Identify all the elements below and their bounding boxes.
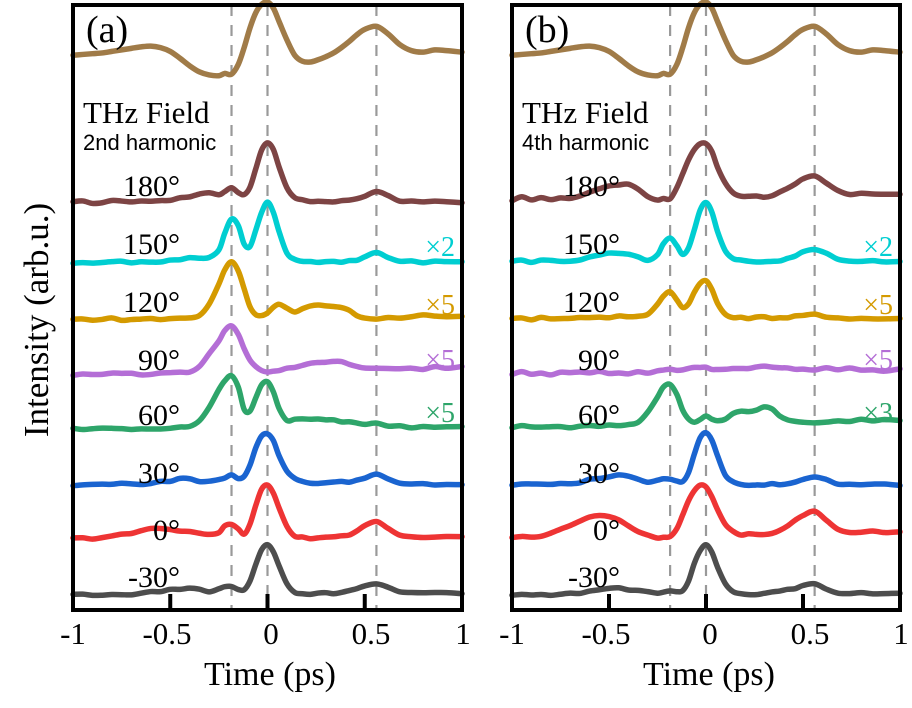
trace-60deg <box>509 381 903 431</box>
panel-a-angle-neg30: -30° <box>128 561 180 594</box>
panel-a-angle-30: 30° <box>138 457 180 490</box>
trace-180deg <box>70 140 465 207</box>
panel-b-xtick-0: -1 <box>499 616 525 651</box>
panel-b-angle-180: 180° <box>563 170 620 203</box>
panel-a-scale-60: ×5 <box>425 398 455 429</box>
panel-b-xtick-2: 0 <box>702 616 718 651</box>
panel-b-x-axis-label: Time (ps) <box>643 656 775 693</box>
panel-a-scale-90: ×5 <box>425 345 455 376</box>
trace--30deg <box>70 541 465 599</box>
trace-0deg <box>509 482 903 541</box>
panel-a-angle-90: 90° <box>138 344 180 377</box>
panel-a-xtick-0: -1 <box>60 616 86 651</box>
trace-0deg <box>70 482 465 542</box>
panel-b-angle-0: 0° <box>593 514 620 547</box>
panel-b-angle-30: 30° <box>578 457 620 490</box>
panel-a-thz-label: THz Field <box>83 95 210 130</box>
panel-b-scale-150: ×2 <box>863 232 893 263</box>
panel-a-xtick-1: -0.5 <box>142 616 192 651</box>
panel-a-scale-120: ×5 <box>425 290 455 321</box>
trace--30deg <box>509 542 903 599</box>
panel-a-xtick-2: 0 <box>263 616 279 651</box>
panel-a-angle-120: 120° <box>123 286 180 319</box>
panel-b-angle-150: 150° <box>563 228 620 261</box>
panel-b-thz-label: THz Field <box>522 95 649 130</box>
trace-120deg <box>70 259 465 324</box>
panel-a-xtick-3: 0.5 <box>351 616 391 651</box>
panel-b-scale-60: ×3 <box>863 398 893 429</box>
panel-b-letter: (b) <box>525 9 570 51</box>
panel-a-angle-180: 180° <box>123 170 180 203</box>
panel-b-angle-60: 60° <box>578 399 620 432</box>
panel-a-scale-150: ×2 <box>425 232 455 263</box>
panel-b-xtick-3: 0.5 <box>790 616 830 651</box>
trace-150deg <box>70 199 465 267</box>
trace-90deg <box>509 363 903 378</box>
panel-b-scale-90: ×5 <box>863 345 893 376</box>
trace-60deg <box>70 372 465 433</box>
panel-a-angle-60: 60° <box>138 399 180 432</box>
trace-180deg <box>509 140 903 204</box>
panel-a-angle-150: 150° <box>123 228 180 261</box>
trace-30deg <box>70 430 465 489</box>
panel-b-xtick-4: 1 <box>893 616 909 651</box>
panel-b-angle-90: 90° <box>578 344 620 377</box>
panel-b-angle-neg30: -30° <box>568 561 620 594</box>
panel-a-angle-0: 0° <box>153 514 180 547</box>
panel-a-x-axis-label: Time (ps) <box>204 656 336 693</box>
panel-b-harmonic-label: 4th harmonic <box>522 130 650 155</box>
trace-150deg <box>509 199 903 266</box>
trace-120deg <box>509 277 903 323</box>
trace-90deg <box>70 323 465 379</box>
panel-b-xtick-1: -0.5 <box>581 616 631 651</box>
trace-30deg <box>509 429 903 489</box>
panel-a-letter: (a) <box>86 9 129 51</box>
panel-a-harmonic-label: 2nd harmonic <box>83 130 217 155</box>
panel-b-scale-120: ×5 <box>863 290 893 321</box>
panel-b-angle-120: 120° <box>563 286 620 319</box>
panel-a-xtick-4: 1 <box>455 616 471 651</box>
